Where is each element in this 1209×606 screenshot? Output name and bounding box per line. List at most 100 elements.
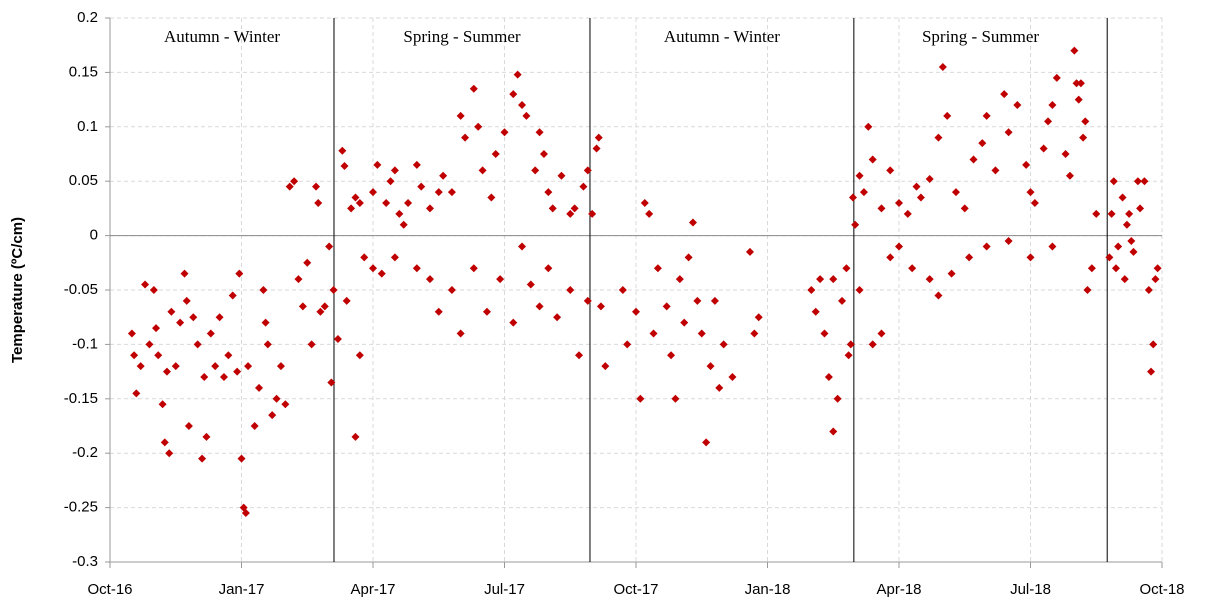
data-point (680, 318, 689, 327)
data-point (127, 329, 136, 338)
data-point (141, 280, 150, 289)
data-point (754, 313, 763, 322)
data-point (425, 204, 434, 213)
data-point (688, 218, 697, 227)
data-point (1153, 264, 1162, 273)
data-point (535, 302, 544, 311)
data-point (474, 122, 483, 131)
data-point (412, 160, 421, 169)
data-point (829, 427, 838, 436)
data-point (145, 340, 154, 349)
data-point (719, 340, 728, 349)
data-point (399, 220, 408, 229)
data-point (1083, 286, 1092, 294)
x-tick-label: Apr-18 (876, 581, 921, 598)
data-point (697, 329, 706, 338)
data-point (579, 182, 588, 191)
data-point (745, 247, 754, 256)
data-point (916, 193, 925, 202)
data-point (241, 509, 250, 518)
y-tick-label: 0.1 (77, 118, 98, 135)
data-point (180, 269, 189, 278)
data-point (373, 160, 382, 169)
data-point (369, 264, 377, 273)
data-point (991, 166, 1000, 175)
data-point (1026, 253, 1035, 262)
data-point (1004, 237, 1013, 246)
x-tick-label: Jul-18 (1010, 581, 1051, 598)
data-point (969, 155, 978, 164)
data-point (594, 133, 603, 142)
data-point (482, 307, 491, 316)
data-point (539, 150, 548, 158)
data-point (553, 313, 562, 322)
data-point (636, 394, 645, 403)
data-point (592, 144, 601, 153)
data-point (820, 329, 829, 338)
data-point (855, 171, 864, 180)
data-point (509, 318, 518, 327)
data-point (811, 307, 820, 316)
data-point (447, 188, 456, 197)
data-point (513, 70, 522, 79)
data-point (925, 275, 934, 284)
data-point (912, 182, 921, 191)
data-point (412, 264, 421, 273)
data-point (848, 193, 857, 202)
data-point (211, 362, 220, 371)
data-point (1136, 204, 1145, 213)
data-point (934, 133, 943, 142)
data-point (583, 296, 592, 305)
y-tick-label: 0 (90, 227, 98, 244)
y-tick-label: -0.3 (72, 553, 98, 570)
data-point (152, 324, 161, 333)
data-point (807, 286, 816, 294)
y-tick-label: 0.15 (69, 63, 98, 80)
data-point (1111, 264, 1120, 273)
data-point (130, 351, 139, 360)
data-point (1048, 101, 1057, 110)
data-point (596, 302, 605, 311)
data-point (461, 133, 470, 142)
season-label: Autumn - Winter (164, 27, 280, 46)
data-point (390, 166, 399, 175)
data-point (1120, 275, 1129, 284)
data-point (434, 188, 443, 197)
data-point (1022, 160, 1031, 169)
data-point (618, 286, 627, 294)
data-point (233, 367, 242, 376)
data-point (320, 302, 329, 311)
data-point (1000, 90, 1009, 99)
data-point (895, 242, 903, 251)
data-point (167, 307, 176, 316)
data-point (1052, 73, 1061, 82)
x-tick-label: Oct-16 (87, 581, 132, 598)
data-point (1107, 209, 1116, 218)
data-point (224, 351, 233, 360)
data-point (750, 329, 759, 338)
data-point (886, 166, 895, 175)
data-point (298, 302, 307, 311)
data-point (1087, 264, 1096, 273)
data-point (1092, 209, 1101, 218)
data-point (193, 340, 202, 349)
data-point (237, 454, 246, 463)
data-point (182, 296, 191, 305)
data-point (351, 193, 360, 202)
data-point (160, 438, 169, 447)
data-point (947, 269, 956, 278)
data-point (645, 209, 654, 218)
data-point (859, 188, 868, 197)
data-point (715, 383, 724, 392)
data-point (1030, 198, 1039, 207)
data-point (1081, 117, 1090, 126)
data-point (136, 362, 145, 371)
data-point (198, 454, 207, 463)
data-point (281, 400, 290, 409)
data-point (908, 264, 917, 273)
data-point (1074, 95, 1083, 104)
data-point (351, 432, 360, 441)
x-tick-label: Oct-17 (613, 581, 658, 598)
data-point (662, 302, 671, 311)
